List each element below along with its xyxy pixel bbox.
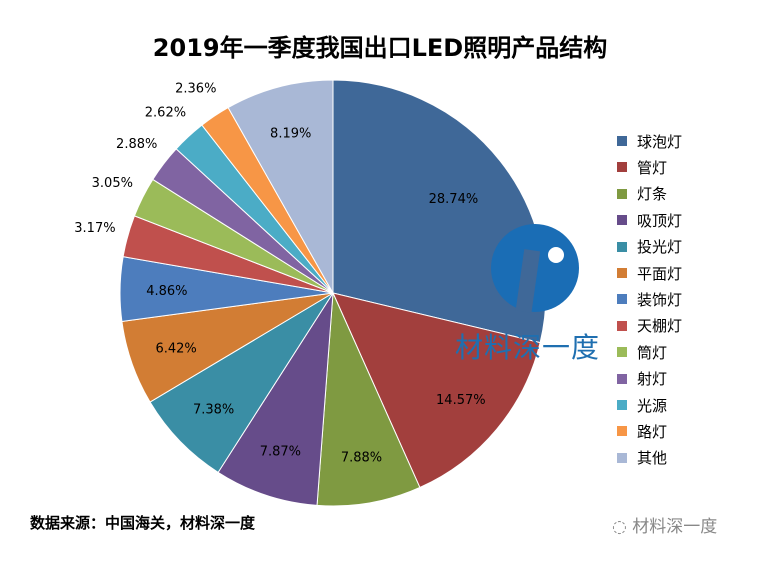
legend-item: 灯条 bbox=[617, 184, 667, 204]
legend-swatch bbox=[617, 373, 627, 384]
legend-label: 射灯 bbox=[637, 370, 668, 389]
legend-label: 吸顶灯 bbox=[637, 211, 683, 230]
data-label: 14.57% bbox=[436, 393, 486, 408]
logo-icon bbox=[491, 224, 579, 313]
data-label: 28.74% bbox=[429, 192, 479, 207]
legend-swatch bbox=[617, 347, 627, 358]
legend-label: 管灯 bbox=[637, 158, 668, 177]
legend-swatch bbox=[617, 268, 627, 278]
pie-slice-4 bbox=[149, 292, 334, 474]
legend-label: 光源 bbox=[637, 396, 668, 415]
data-label: 7.38% bbox=[193, 403, 234, 418]
data-label: 4.86% bbox=[146, 284, 187, 299]
legend-label: 投光灯 bbox=[637, 238, 683, 257]
legend-item: 吸顶灯 bbox=[617, 210, 682, 230]
legend-item: 路灯 bbox=[617, 421, 667, 441]
legend-label: 装饰灯 bbox=[637, 290, 683, 309]
pie-slice-2 bbox=[316, 292, 421, 507]
pie-slice-12 bbox=[227, 79, 334, 295]
legend-label: 路灯 bbox=[637, 422, 668, 441]
legend-label: 平面灯 bbox=[637, 264, 683, 283]
legend-item: 投光灯 bbox=[617, 237, 682, 257]
logo-watermark-text: 材料深一度 bbox=[455, 331, 601, 364]
legend-swatch bbox=[617, 188, 627, 199]
legend-swatch bbox=[617, 400, 627, 410]
data-label: 7.88% bbox=[341, 451, 382, 466]
legend-label: 天棚灯 bbox=[637, 317, 683, 336]
legend-label: 筒灯 bbox=[637, 343, 668, 362]
legend-swatch bbox=[617, 162, 627, 173]
legend-item: 筒灯 bbox=[617, 342, 667, 362]
data-label: 6.42% bbox=[155, 342, 196, 357]
data-label: 7.87% bbox=[260, 445, 301, 460]
wechat-icon: ◌ bbox=[612, 517, 633, 537]
pie-slice-1 bbox=[332, 292, 541, 489]
legend-label: 其他 bbox=[637, 449, 668, 468]
legend-item: 装饰灯 bbox=[617, 289, 682, 309]
legend-item: 管灯 bbox=[617, 157, 667, 177]
legend-swatch bbox=[617, 320, 627, 331]
legend-item: 平面灯 bbox=[617, 263, 682, 283]
pie-slice-3 bbox=[217, 292, 334, 506]
data-label: 2.88% bbox=[116, 137, 157, 152]
data-label: 2.36% bbox=[175, 82, 216, 97]
legend-swatch bbox=[617, 215, 627, 226]
data-label: 8.19% bbox=[270, 126, 311, 141]
source-note: 数据来源：中国海关，材料深一度 bbox=[30, 514, 256, 532]
legend-label: 球泡灯 bbox=[637, 132, 683, 151]
legend-swatch bbox=[617, 241, 627, 252]
legend-swatch bbox=[617, 426, 627, 437]
data-label: 2.62% bbox=[145, 105, 186, 120]
legend-swatch bbox=[617, 294, 627, 305]
data-label: 3.05% bbox=[92, 176, 133, 191]
legend-item: 球泡灯 bbox=[617, 131, 682, 151]
legend-label: 灯条 bbox=[637, 185, 668, 204]
legend-item: 其他 bbox=[617, 448, 667, 468]
data-label: 3.17% bbox=[74, 221, 115, 236]
legend-swatch bbox=[617, 136, 627, 146]
legend-item: 光源 bbox=[617, 395, 667, 415]
watermark: ◌ 材料深一度 bbox=[612, 512, 717, 537]
legend-swatch bbox=[617, 452, 627, 463]
watermark-text: 材料深一度 bbox=[632, 517, 718, 537]
chart-title: 2019年一季度我国出口LED照明产品结构 bbox=[152, 34, 608, 62]
legend-item: 射灯 bbox=[617, 369, 667, 389]
legend-item: 天棚灯 bbox=[617, 316, 682, 336]
